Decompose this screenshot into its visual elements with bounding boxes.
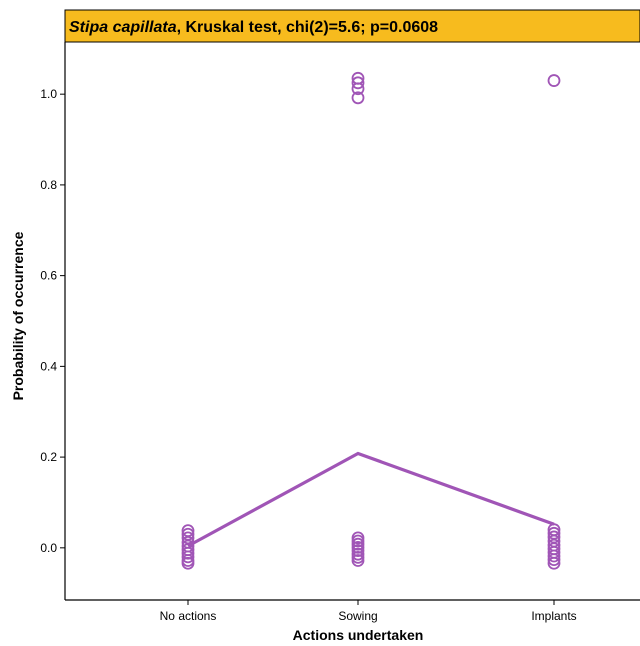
y-tick-label: 0.8 (40, 178, 57, 192)
data-point (547, 553, 561, 567)
plot-area (181, 71, 561, 570)
x-tick-label: Implants (531, 609, 576, 623)
data-point (181, 556, 195, 570)
title-species: Stipa capillata (69, 19, 177, 36)
y-axis: 0.0 0.2 0.4 0.6 0.8 1.0 (40, 42, 66, 600)
y-tick-label: 0.0 (40, 541, 57, 555)
y-tick-label: 0.2 (40, 450, 57, 464)
x-axis-title: Actions undertaken (293, 627, 424, 643)
data-point (547, 549, 561, 563)
title-statistics: , Kruskal test, chi(2)=5.6; p=0.0608 (177, 19, 439, 36)
data-point (351, 544, 365, 557)
data-point (181, 546, 195, 560)
data-point (351, 554, 365, 567)
x-tick-label: Sowing (338, 609, 377, 623)
x-tick-label: No actions (160, 609, 217, 623)
title-bar: Stipa capillata, Kruskal test, chi(2)=5.… (64, 9, 640, 43)
data-point (547, 74, 561, 87)
data-point (351, 76, 365, 90)
data-point (351, 91, 365, 105)
y-tick-label: 0.6 (40, 269, 57, 283)
data-point (351, 82, 365, 96)
x-axis: No actions Sowing Implants (65, 599, 640, 623)
y-tick-label: 1.0 (40, 87, 57, 101)
mean-line (187, 451, 555, 548)
y-axis-title: Probability of occurrence (10, 231, 26, 400)
data-point (181, 550, 195, 564)
chart-title: Stipa capillata, Kruskal test, chi(2)=5.… (69, 19, 438, 36)
data-point (547, 556, 561, 570)
y-tick-label: 0.4 (40, 359, 57, 373)
title-background (64, 9, 640, 43)
